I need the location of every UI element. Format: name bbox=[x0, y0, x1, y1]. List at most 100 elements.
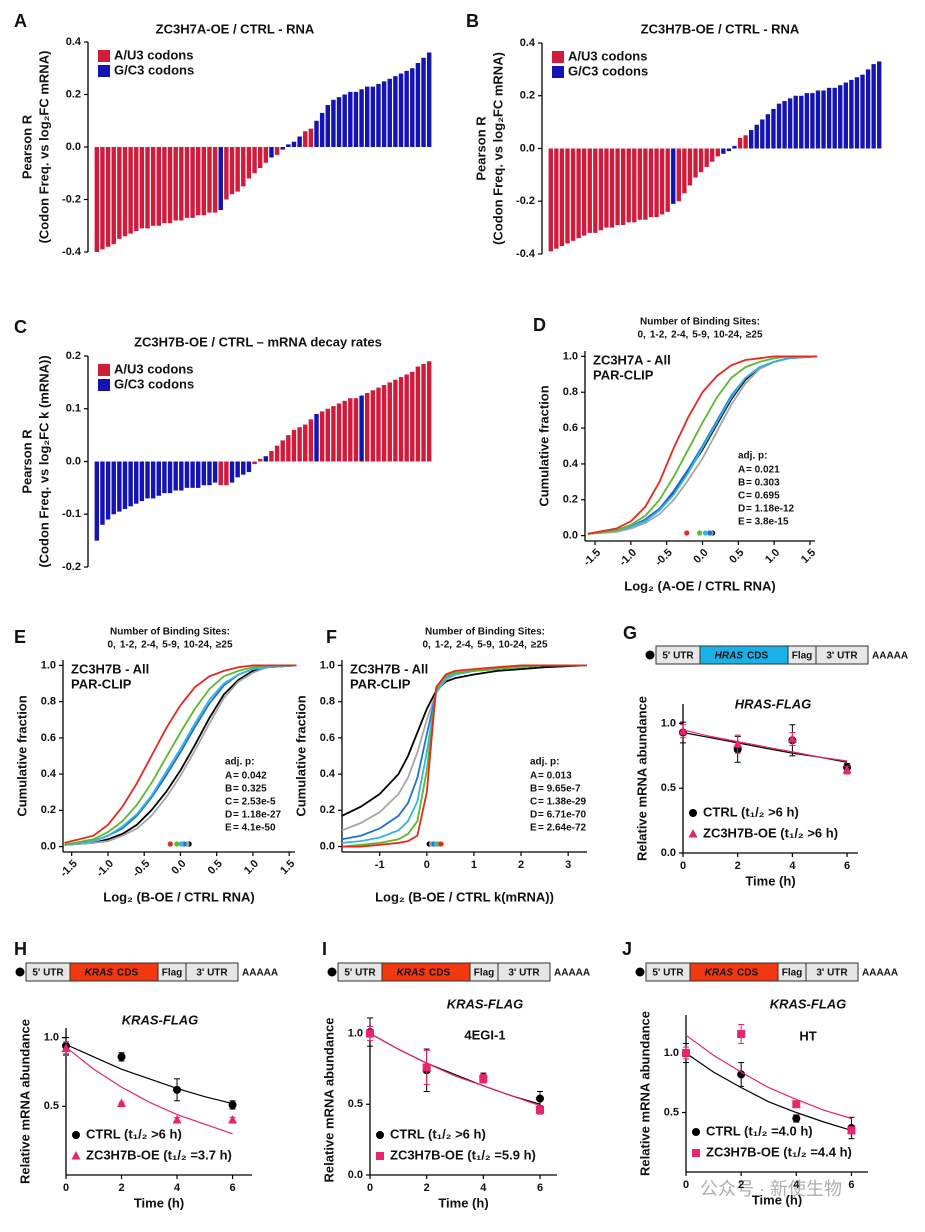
adj-p-value: = 0.303 bbox=[746, 478, 780, 489]
x-tick-label: 1.0 bbox=[763, 547, 782, 566]
y-tick-label: 0.5 bbox=[44, 1100, 59, 1112]
legend-separator: , bbox=[134, 640, 137, 651]
bar bbox=[426, 52, 432, 147]
bar bbox=[314, 414, 319, 462]
adj-p-letter: E bbox=[530, 823, 537, 834]
bar bbox=[128, 147, 133, 234]
cdf-line bbox=[64, 664, 297, 846]
construct-box bbox=[815, 645, 869, 665]
bar bbox=[620, 148, 626, 225]
cdf-line bbox=[587, 355, 818, 535]
bar bbox=[241, 147, 246, 187]
adj-p-letter: D bbox=[530, 810, 537, 821]
x-tick-label: 1.0 bbox=[242, 858, 261, 877]
bar bbox=[218, 147, 223, 210]
bar bbox=[269, 147, 274, 158]
construct-box bbox=[497, 962, 551, 982]
legend-marker bbox=[692, 1149, 700, 1157]
construct-gene: KRAS bbox=[85, 968, 114, 979]
bar bbox=[303, 131, 308, 147]
adj-p-value: = 1.38e-29 bbox=[538, 797, 587, 808]
legend-separator: , bbox=[707, 330, 710, 341]
bar bbox=[587, 148, 592, 233]
legend-title: Number of Binding Sites: bbox=[425, 627, 545, 638]
x-tick-label: -0.5 bbox=[130, 858, 152, 880]
bar bbox=[799, 95, 804, 149]
y-tick-label: 1.0 bbox=[661, 717, 676, 729]
bar bbox=[576, 148, 581, 239]
bar bbox=[229, 461, 235, 483]
bar bbox=[693, 148, 698, 178]
bar bbox=[415, 63, 421, 147]
bar bbox=[117, 147, 122, 239]
annotation: PAR-CLIP bbox=[350, 676, 411, 691]
bar bbox=[94, 147, 100, 252]
y-axis-label: Cumulative fraction bbox=[14, 695, 29, 816]
y-tick-label: 0.0 bbox=[66, 141, 81, 153]
bar bbox=[122, 461, 128, 509]
bar bbox=[632, 148, 637, 223]
y-tick-label: 0.2 bbox=[41, 804, 56, 816]
bar bbox=[787, 98, 793, 149]
bar bbox=[252, 461, 257, 465]
bar bbox=[257, 147, 263, 168]
data-point bbox=[479, 1074, 488, 1083]
fit-line bbox=[65, 1043, 233, 1105]
y-tick-label: 0.8 bbox=[563, 386, 578, 398]
fit-line bbox=[682, 729, 848, 762]
adj-p-value: = 4.1e-50 bbox=[233, 823, 276, 834]
bar bbox=[105, 147, 111, 247]
chart-title: KRAS-FLAG bbox=[447, 996, 524, 1011]
panel-letter: E bbox=[14, 627, 26, 647]
bar bbox=[410, 68, 415, 147]
x-tick-label: -1.5 bbox=[581, 547, 603, 569]
data-point bbox=[842, 765, 852, 774]
y-axis-label: Pearson R bbox=[19, 114, 34, 179]
chart-title: ZC3H7B-OE / CTRL – mRNA decay rates bbox=[134, 334, 382, 349]
construct-gene: KRAS bbox=[705, 968, 734, 979]
bar bbox=[297, 136, 302, 147]
legend-label: 2-4 bbox=[141, 640, 156, 651]
y-axis-label: Relative mRNA abundance bbox=[637, 1011, 652, 1176]
bar bbox=[838, 85, 843, 149]
bar bbox=[291, 141, 297, 147]
x-tick-label: -0.5 bbox=[653, 547, 675, 569]
cdf-line bbox=[64, 664, 297, 846]
annotation: PAR-CLIP bbox=[71, 676, 132, 691]
bar bbox=[671, 148, 676, 204]
legend-label: ≥25 bbox=[531, 640, 548, 651]
bar bbox=[325, 105, 330, 147]
median-dot bbox=[697, 530, 703, 536]
y-tick-label: 0.6 bbox=[41, 732, 56, 744]
legend-label: 0 bbox=[422, 640, 428, 651]
bar bbox=[865, 69, 871, 149]
data-point bbox=[536, 1105, 544, 1114]
bar bbox=[280, 440, 285, 462]
construct-tail: AAAAA bbox=[872, 651, 908, 662]
data-point bbox=[61, 1043, 71, 1053]
bar bbox=[871, 64, 876, 149]
legend-label: CTRL (t₁/₂ =4.0 h) bbox=[706, 1123, 813, 1138]
bar bbox=[737, 137, 743, 149]
bar bbox=[246, 147, 252, 179]
bar bbox=[269, 450, 274, 462]
bar bbox=[173, 147, 178, 221]
cdf-line bbox=[587, 355, 818, 535]
bar bbox=[365, 86, 370, 147]
adj-p-letter: B bbox=[530, 784, 537, 795]
x-tick-label: 0.5 bbox=[727, 547, 746, 566]
bar bbox=[637, 148, 643, 220]
y-axis-label: Relative mRNA abundance bbox=[634, 696, 649, 861]
y-axis-label: Pearson R bbox=[19, 429, 34, 494]
construct-box bbox=[185, 962, 239, 982]
y-tick-label: 1.0 bbox=[41, 659, 56, 671]
legend-label: 10-24 bbox=[184, 640, 210, 651]
data-point bbox=[366, 1029, 374, 1038]
legend-separator: , bbox=[739, 330, 742, 341]
x-tick-label: -1.0 bbox=[94, 858, 116, 880]
legend-marker bbox=[692, 1128, 700, 1136]
y-tick-label: 1.0 bbox=[348, 1027, 363, 1039]
bar bbox=[252, 147, 257, 174]
y-tick-label: 0.4 bbox=[563, 458, 579, 470]
bar bbox=[111, 461, 116, 515]
